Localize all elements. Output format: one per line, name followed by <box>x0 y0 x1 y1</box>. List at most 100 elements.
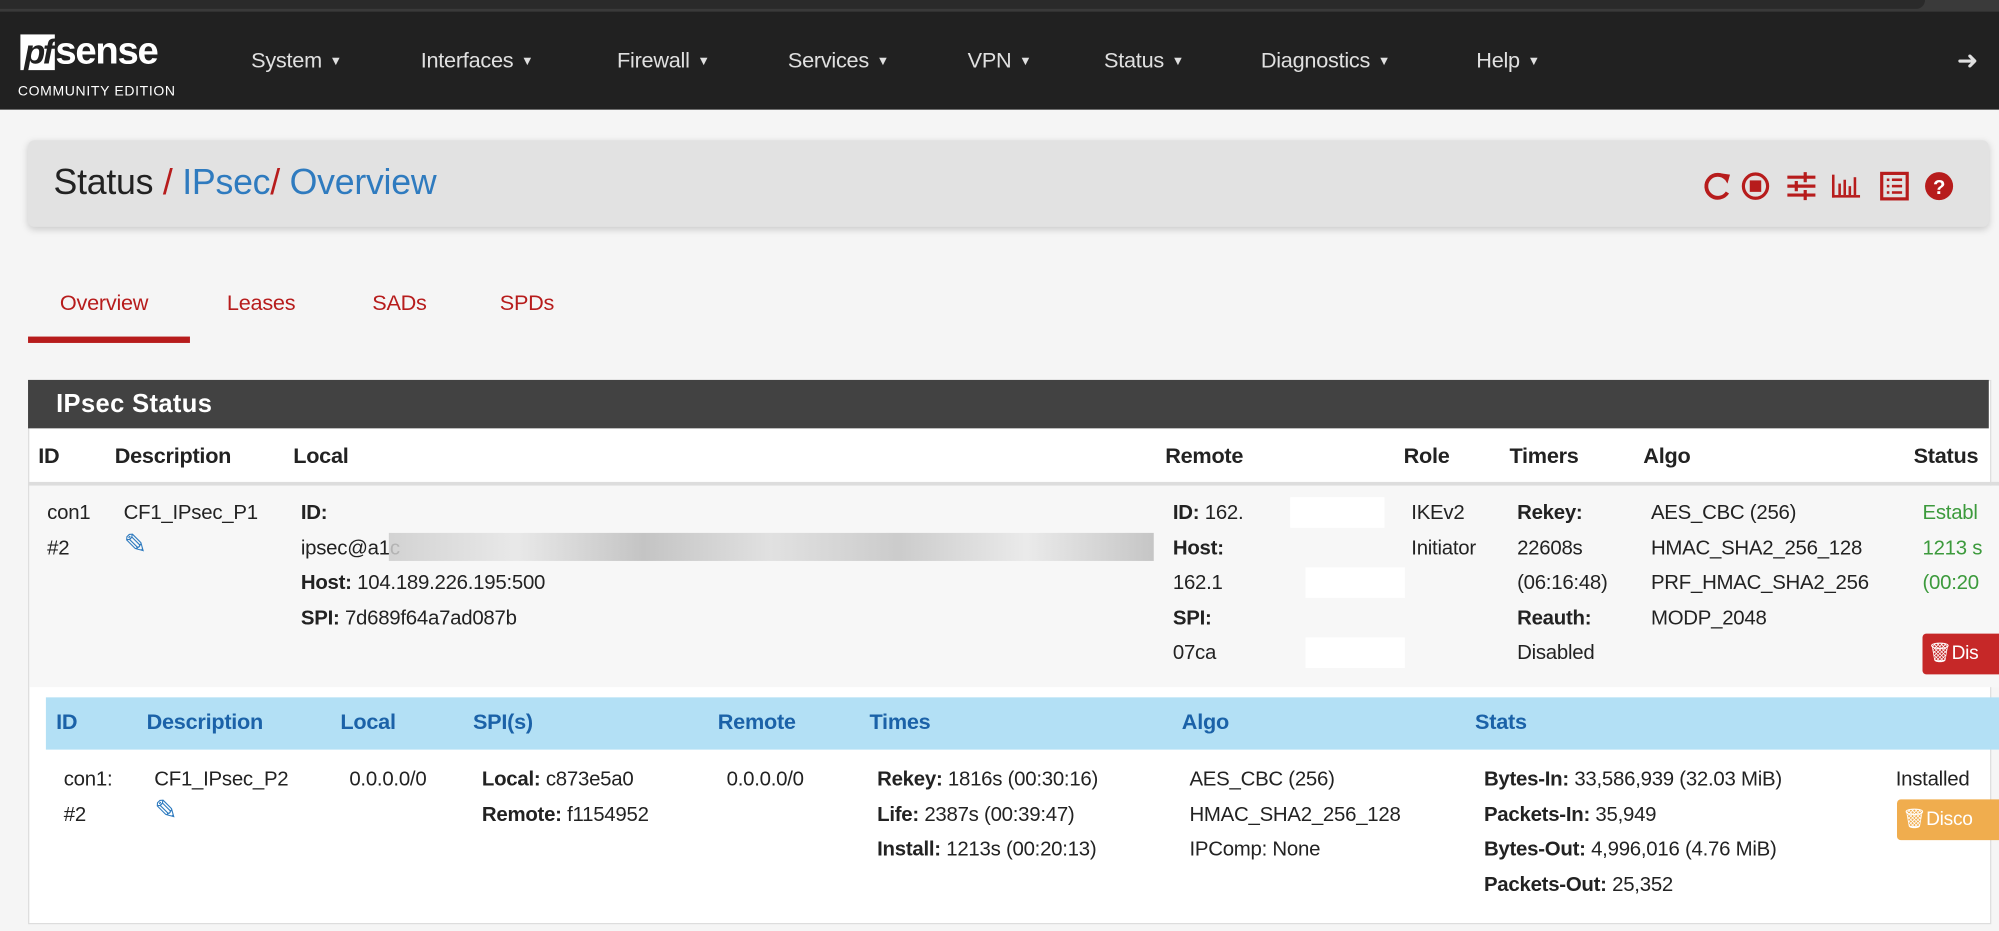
label: Rekey: <box>1517 502 1583 524</box>
tab-spds[interactable]: SPDs <box>499 290 555 315</box>
nav-firewall[interactable]: Firewall ▼ <box>617 48 710 73</box>
panel-header <box>28 379 1989 429</box>
p2-description: CF1_IPsec_P2 <box>154 768 289 791</box>
p1-reauth: Disabled <box>1517 642 1595 665</box>
child-header-times: Times <box>869 710 931 735</box>
disconnect-p2-button[interactable]: 🗑Disco <box>1897 799 1999 841</box>
redacted-blur <box>388 532 1154 561</box>
phase1-row <box>29 485 1999 688</box>
svg-text:?: ? <box>1933 177 1945 199</box>
tab-sads[interactable]: SADs <box>372 290 427 315</box>
edit-pencil-icon[interactable]: ✎ <box>154 794 178 827</box>
label: ID: <box>1172 502 1200 524</box>
child-header-id: ID <box>56 710 78 735</box>
logout-icon[interactable]: ➜ <box>1956 47 1979 76</box>
label: Life: <box>877 803 919 826</box>
col-header-timers: Timers <box>1509 443 1579 468</box>
refresh-icon[interactable] <box>1704 172 1730 200</box>
label: Reauth: <box>1517 607 1592 630</box>
nav-vpn[interactable]: VPN ▼ <box>968 48 1032 73</box>
logo-edition: COMMUNITY EDITION <box>17 84 176 100</box>
label: SPI: <box>1172 607 1212 630</box>
stop-icon[interactable] <box>1741 172 1770 200</box>
p2-id-num: #2 <box>63 803 86 826</box>
nav-label: Services <box>787 48 869 73</box>
breadcrumb: Status / IPsec/ Overview <box>54 162 437 203</box>
p1-remote: ID: 162. Host: 162.1 SPI: 07ca <box>1173 496 1244 671</box>
logo-pf: pf <box>20 34 56 70</box>
col-header-algo: Algo <box>1643 443 1691 468</box>
p2-id-con: con1: <box>63 768 113 791</box>
nav-interfaces[interactable]: Interfaces ▼ <box>421 48 534 73</box>
p2-remote: 0.0.0.0/0 <box>726 768 804 791</box>
nav-diagnostics[interactable]: Diagnostics ▼ <box>1260 48 1391 73</box>
col-header-status: Status <box>1913 443 1979 468</box>
redacted-box <box>1305 567 1405 598</box>
p2-rekey: 1816s (00:30:16) <box>947 768 1099 791</box>
child-header-local: Local <box>340 710 396 735</box>
caret-down-icon: ▼ <box>329 54 343 69</box>
log-list-icon[interactable] <box>1880 171 1909 201</box>
label: Local: <box>481 768 541 791</box>
p2-spi-remote: f1154952 <box>567 803 649 826</box>
caret-down-icon: ▼ <box>697 54 710 69</box>
caret-down-icon: ▼ <box>1527 54 1541 69</box>
algo-item: PRF_HMAC_SHA2_256 <box>1650 572 1869 595</box>
edit-pencil-icon[interactable]: ✎ <box>123 527 148 560</box>
logo-sense: sense <box>55 30 158 73</box>
help-icon[interactable]: ? <box>1925 172 1954 201</box>
p2-life: 2387s (00:39:47) <box>924 803 1075 826</box>
p1-remote-spi: 07ca <box>1172 642 1217 665</box>
nav-label: System <box>251 48 322 73</box>
chart-icon[interactable] <box>1831 174 1861 198</box>
p2-id: con1: #2 <box>64 762 113 832</box>
disconnect-p1-button[interactable]: 🗑Dis <box>1922 633 1999 675</box>
nav-help[interactable]: Help ▼ <box>1476 48 1540 73</box>
tab-overview[interactable]: Overview <box>59 290 149 315</box>
breadcrumb-status: Status <box>53 161 154 202</box>
breadcrumb-separator: / <box>270 161 280 202</box>
nav-services[interactable]: Services ▼ <box>788 48 889 73</box>
toolbar-icons: ? <box>1704 171 1954 201</box>
p1-role-mode: Initiator <box>1411 537 1476 560</box>
button-label: Dis <box>1951 642 1979 665</box>
label: Packets-Out: <box>1483 873 1607 896</box>
child-header-remote: Remote <box>717 710 796 735</box>
caret-down-icon: ▼ <box>876 54 890 69</box>
nav-label: Firewall <box>617 48 690 73</box>
child-sa-header <box>45 697 1999 750</box>
breadcrumb-ipsec[interactable]: IPsec <box>182 161 271 202</box>
button-label: Disco <box>1926 808 1973 830</box>
nav-label: Diagnostics <box>1260 48 1371 73</box>
breadcrumb-separator: / <box>162 161 173 202</box>
redacted-box <box>1290 497 1385 528</box>
child-header-description: Description <box>146 710 264 735</box>
nav-status[interactable]: Status ▼ <box>1104 48 1184 73</box>
p2-bytes-in: 33,586,939 (32.03 MiB) <box>1574 768 1782 791</box>
p1-rekey-time: (06:16:48) <box>1517 572 1608 595</box>
p1-description: CF1_IPsec_P1 <box>123 502 258 524</box>
nav-label: Help <box>1476 48 1520 73</box>
caret-down-icon: ▼ <box>1171 54 1185 69</box>
status-time: (00:20 <box>1922 572 1980 595</box>
trash-icon: 🗑 <box>1927 642 1952 665</box>
nav-system[interactable]: System ▼ <box>251 48 342 73</box>
tab-leases[interactable]: Leases <box>226 290 296 315</box>
top-navbar <box>0 11 1999 110</box>
p1-algo: AES_CBC (256) HMAC_SHA2_256_128 PRF_HMAC… <box>1651 496 1869 636</box>
caret-down-icon: ▼ <box>1377 54 1391 69</box>
p2-bytes-out: 4,996,016 (4.76 MiB) <box>1591 838 1777 861</box>
settings-sliders-icon[interactable] <box>1787 172 1816 201</box>
p1-local-spi: 7d689f64a7ad087b <box>344 607 517 630</box>
pfsense-logo[interactable]: pf sense COMMUNITY EDITION <box>18 30 175 100</box>
label: SPI: <box>300 607 340 630</box>
p1-id-num: #2 <box>47 537 70 560</box>
active-tab-indicator <box>28 336 190 343</box>
label: Bytes-In: <box>1483 768 1569 791</box>
breadcrumb-overview[interactable]: Overview <box>289 161 437 202</box>
p1-remote-host: 162.1 <box>1172 572 1223 595</box>
col-header-id: ID <box>38 443 60 468</box>
p1-rekey: 22608s <box>1517 537 1583 560</box>
nav-label: VPN <box>967 48 1012 73</box>
